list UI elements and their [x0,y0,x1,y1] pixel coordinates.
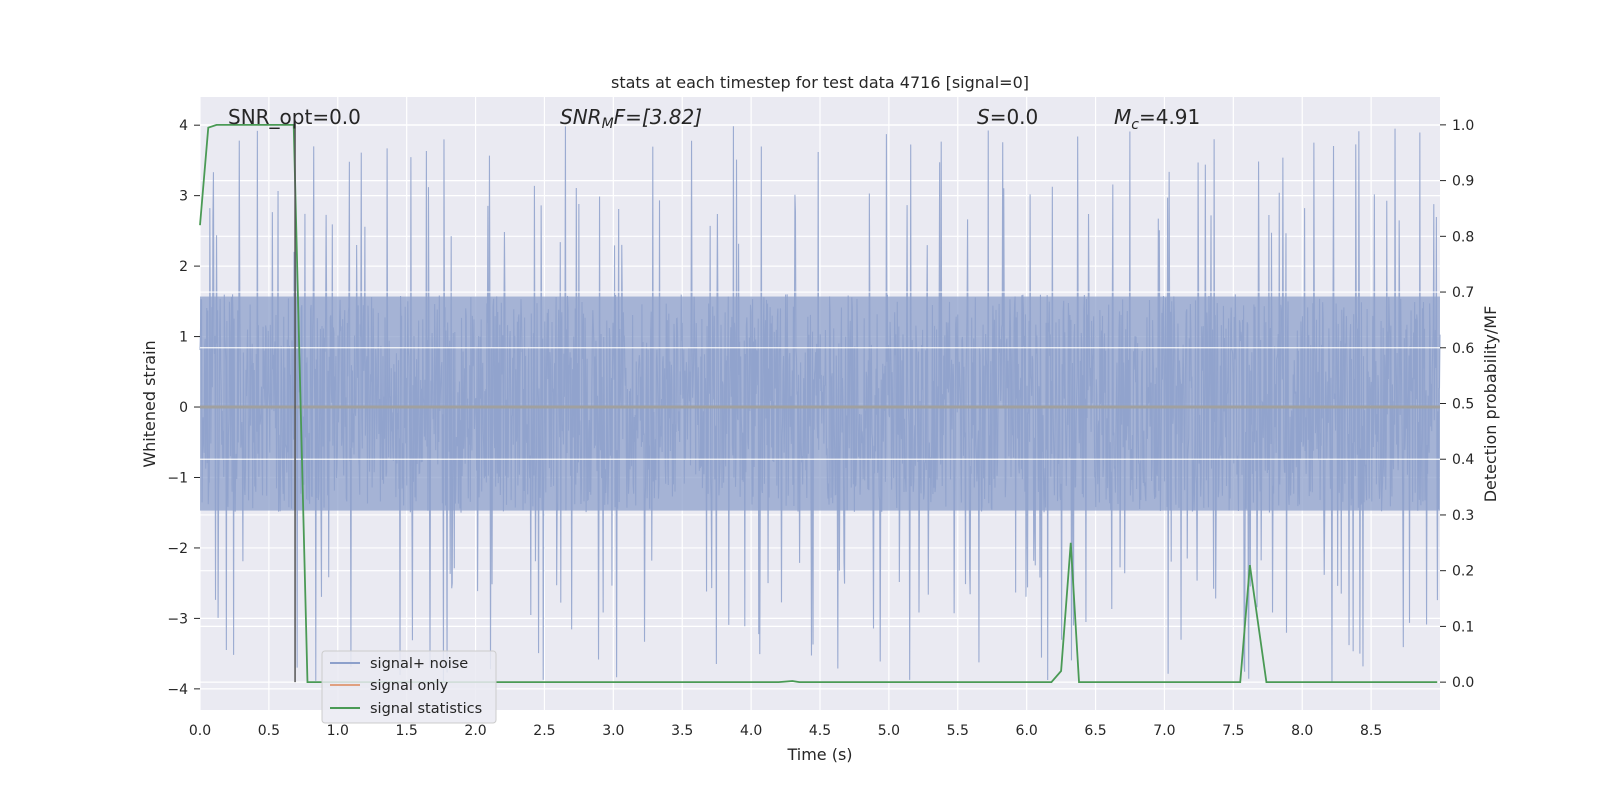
y2-axis-label: Detection probability/MF [1481,306,1500,503]
x-tick-label-7: 3.5 [671,723,693,739]
y2-tick-label-6: 0.4 [1452,452,1474,468]
y2-ticks: 1.0 0.9 0.8 0.7 0.6 0.5 0.4 0.3 0.2 0.1 0.0 [1440,118,1474,691]
x-tick-label-1: 0.5 [258,723,280,739]
legend: signal+ noise signal only signal statist… [321,650,497,724]
x-axis-label: Time (s) [786,745,852,764]
mc-rest: =4.91 [1139,105,1200,129]
y2-tick-label-0: 1.0 [1452,118,1474,134]
signal-noise-series [199,126,1441,682]
y-tick-label-8: −4 [167,682,188,698]
s-var: S [977,105,990,129]
y-tick-label-6: −2 [167,541,188,557]
x-tick-label-14: 7.0 [1153,723,1175,739]
annotation-mc: Mc=4.91 [1114,105,1200,133]
s-rest: =0.0 [990,105,1039,129]
x-tick-label-11: 5.5 [947,723,969,739]
y-tick-label-1: 3 [179,189,188,205]
mc-var: M [1114,105,1131,129]
chart-title: stats at each timestep for test data 471… [611,73,1029,92]
y2-tick-label-4: 0.6 [1452,341,1474,357]
snr-mf-rest: F=[3.82] [614,105,702,129]
x-tick-label-9: 4.5 [809,723,831,739]
y2-tick-label-1: 0.9 [1452,174,1474,190]
y-ticks: 4 3 2 1 0 −1 −2 −3 −4 [167,118,200,698]
y2-tick-label-10: 0.0 [1452,675,1474,691]
y-tick-label-3: 1 [179,330,188,346]
legend-box [321,650,497,724]
legend-label-signal-only: signal only [370,678,449,694]
y2-tick-label-3: 0.7 [1452,285,1474,301]
annotation-snr-mf: SNRMF=[3.82] [560,105,702,132]
annotation-snr-opt: SNR_opt=0.0 [228,105,361,129]
x-tick-label-15: 7.5 [1222,723,1244,739]
y-tick-label-2: 2 [179,259,188,275]
y2-tick-label-9: 0.1 [1452,619,1474,635]
x-tick-label-2: 1.0 [327,723,349,739]
x-tick-label-13: 6.5 [1084,723,1106,739]
y2-tick-label-5: 0.5 [1452,397,1474,413]
x-tick-label-3: 1.5 [396,723,418,739]
y2-tick-label-8: 0.2 [1452,564,1474,580]
y2-tick-label-2: 0.8 [1452,229,1474,245]
x-tick-label-17: 8.5 [1360,723,1382,739]
y-tick-label-5: −1 [167,470,188,486]
x-tick-label-8: 4.0 [740,723,762,739]
x-tick-label-6: 3.0 [602,723,624,739]
y-tick-label-0: 4 [179,118,188,134]
x-ticks: 0.0 0.5 1.0 1.5 2.0 2.5 3.0 3.5 4.0 4.5 5.0 5.5 6.0 6… [189,723,1382,739]
x-tick-label-16: 8.0 [1291,723,1313,739]
y-axis-label: Whitened strain [140,340,159,467]
x-tick-label-0: 0.0 [189,723,211,739]
y2-tick-label-7: 0.3 [1452,508,1474,524]
legend-label-signal-statistics: signal statistics [370,701,482,717]
y-tick-label-7: −3 [167,611,188,627]
snr-mf-base: SNR [560,105,602,129]
series-line-signal-statistics [199,123,1438,684]
x-tick-label-5: 2.5 [533,723,555,739]
mc-sub: c [1131,117,1139,133]
x-tick-label-12: 6.0 [1016,723,1038,739]
y-tick-label-4: 0 [179,400,188,416]
snr-mf-sub: M [602,116,614,132]
signal-statistics-series [199,123,1438,684]
annotation-s: S=0.0 [977,105,1038,129]
x-tick-label-10: 5.0 [878,723,900,739]
legend-label-signal-noise: signal+ noise [370,656,468,672]
noise-core-band [200,296,1440,511]
x-tick-label-4: 2.0 [464,723,486,739]
